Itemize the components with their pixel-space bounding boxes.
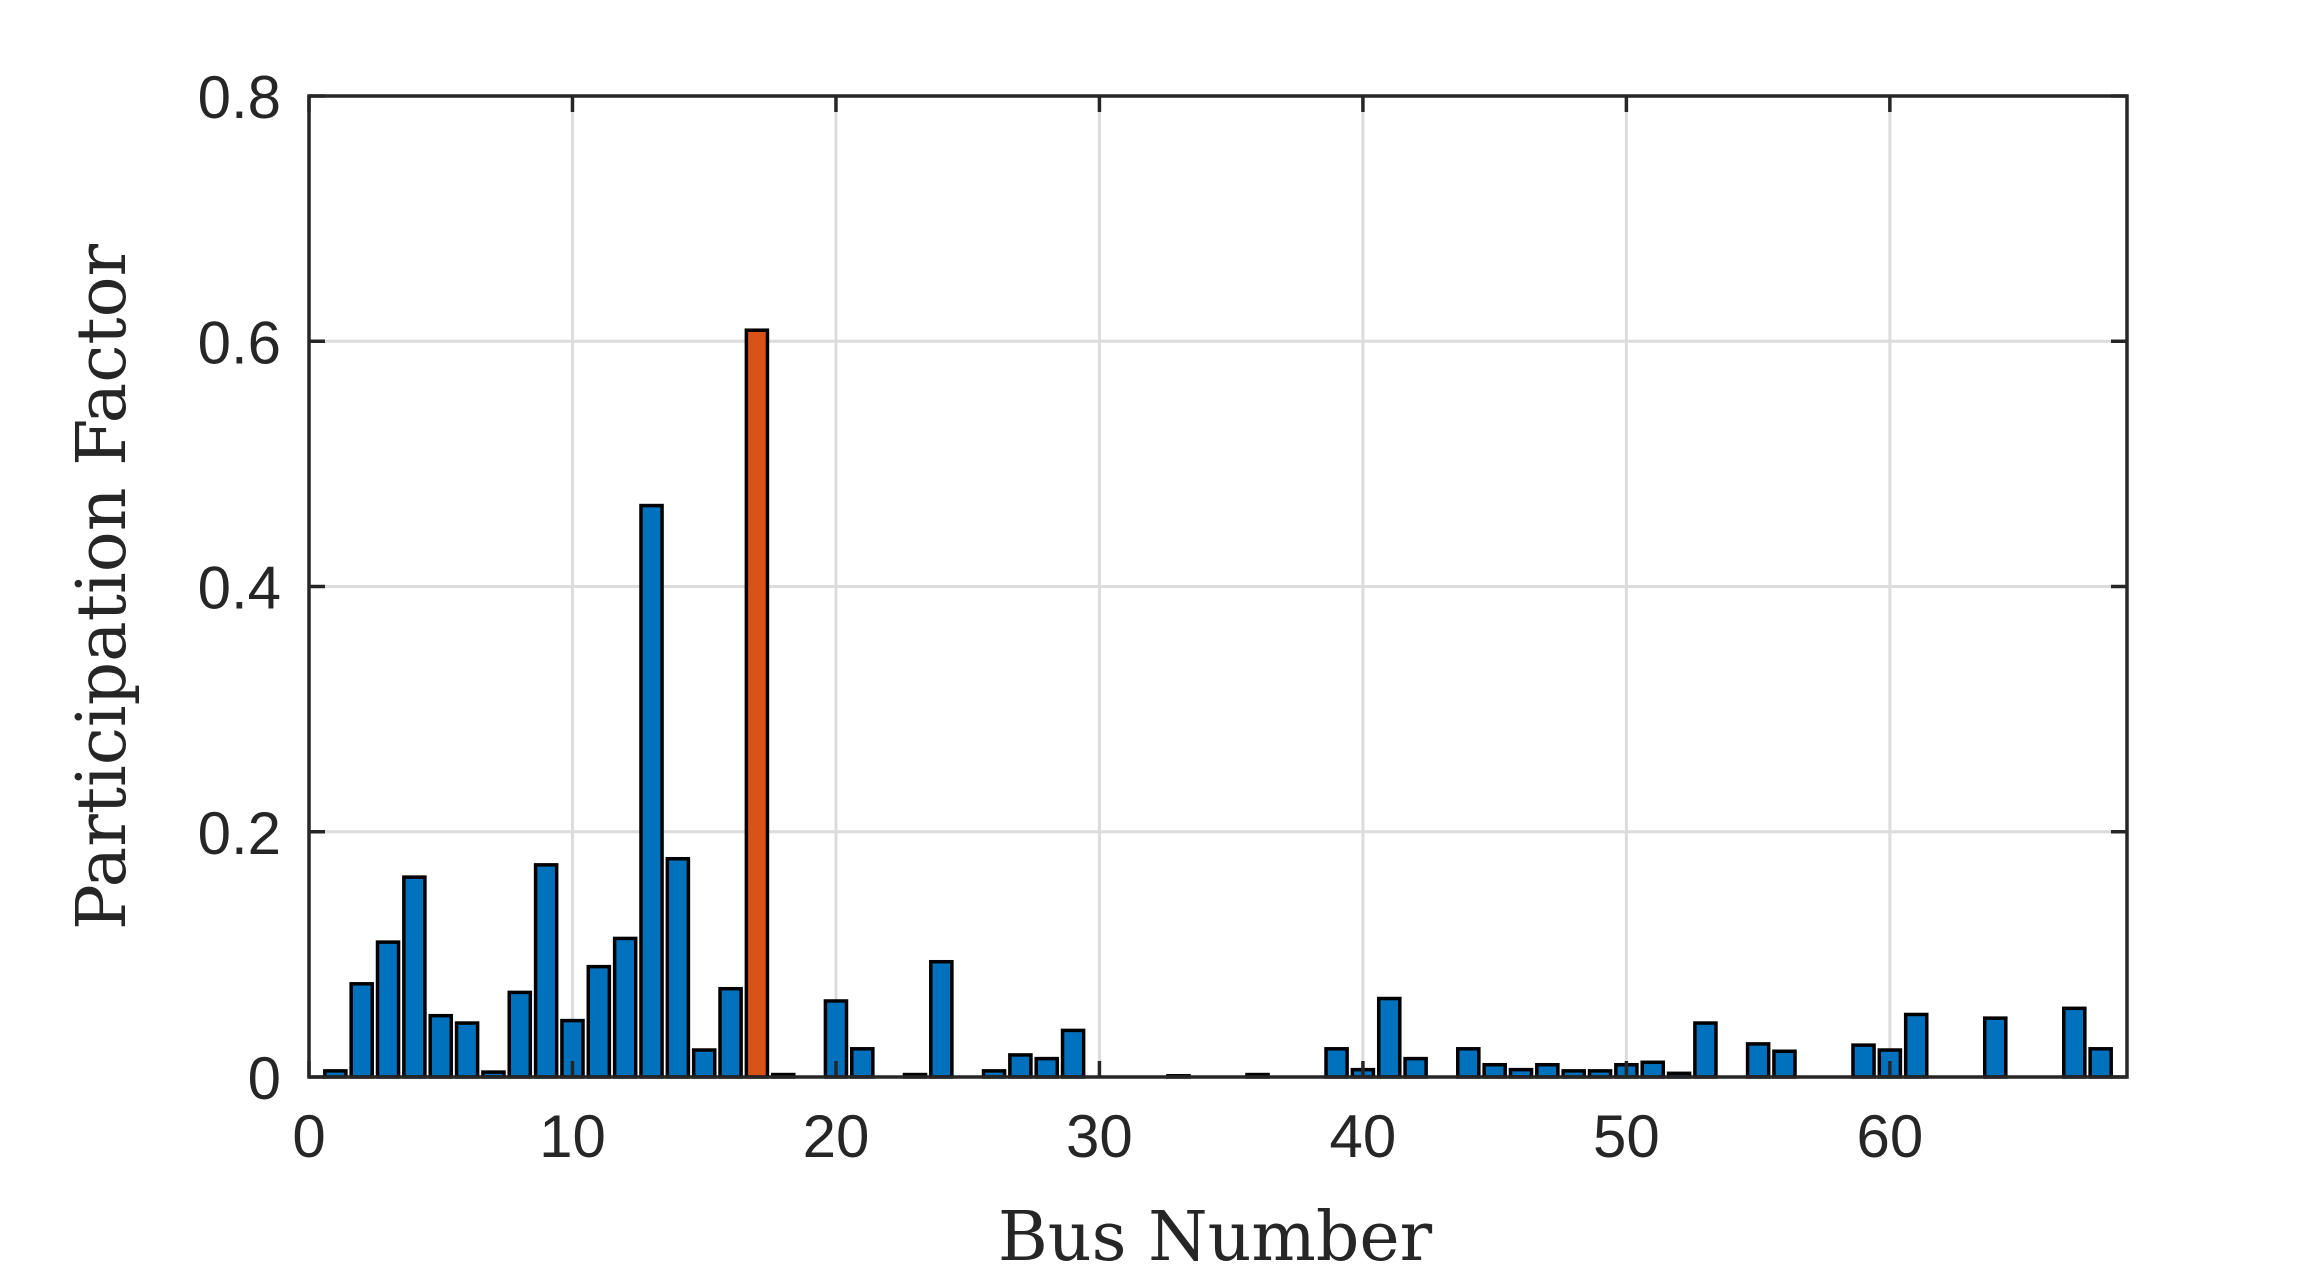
bar [402, 875, 427, 1079]
x-tick-label: 0 [292, 1103, 325, 1170]
bar [428, 1013, 454, 1079]
bar [612, 936, 638, 1079]
highlight-bar [744, 328, 770, 1079]
bar [1772, 1049, 1797, 1079]
bar [665, 856, 691, 1079]
bar [1640, 1060, 1666, 1079]
bar [1060, 1028, 1086, 1079]
bar [691, 1048, 717, 1079]
y-tick-label: 0.4 [198, 555, 281, 622]
bar [1535, 1062, 1560, 1079]
x-tick-label: 40 [1330, 1103, 1397, 1170]
x-tick-label: 10 [539, 1103, 606, 1170]
x-axis-label: Bus Number [998, 1198, 1433, 1277]
bar [1851, 1043, 1876, 1079]
x-tick-label: 30 [1066, 1103, 1133, 1170]
y-tick-label: 0.8 [198, 64, 281, 131]
bar [1456, 1047, 1481, 1079]
grid-lines [309, 96, 2127, 1077]
x-tick-label: 50 [1593, 1103, 1660, 1170]
y-axis-label: Participation Factor [63, 243, 142, 930]
bars [323, 328, 2113, 1079]
bar [507, 990, 533, 1079]
bar [1982, 1016, 2008, 1079]
y-tick-label: 0 [248, 1045, 281, 1112]
tick-labels: 0 10 20 30 40 50 60 0 0.2 0.4 0.6 0.8 [198, 64, 1924, 1170]
bar [1034, 1056, 1060, 1079]
x-tick-label: 60 [1856, 1103, 1923, 1170]
bar [586, 964, 612, 1079]
bar [850, 1047, 875, 1079]
bar [375, 940, 401, 1079]
bar [929, 959, 954, 1079]
bar [1008, 1053, 1033, 1079]
bar [639, 503, 664, 1079]
bar [718, 986, 743, 1079]
bar [1403, 1056, 1428, 1079]
bar [2062, 1006, 2087, 1079]
bar [533, 863, 559, 1079]
bar [1482, 1062, 1507, 1079]
bar [454, 1021, 480, 1079]
bar [1376, 996, 1402, 1079]
bar [1903, 1012, 1929, 1079]
bar [2088, 1047, 2113, 1079]
y-tick-label: 0.6 [198, 309, 281, 376]
bar [1693, 1021, 1718, 1079]
bar [1745, 1042, 1771, 1079]
bar [349, 982, 374, 1079]
bar [1324, 1047, 1349, 1079]
x-tick-label: 20 [803, 1103, 870, 1170]
y-tick-label: 0.2 [198, 800, 281, 867]
axes [307, 94, 2129, 1079]
